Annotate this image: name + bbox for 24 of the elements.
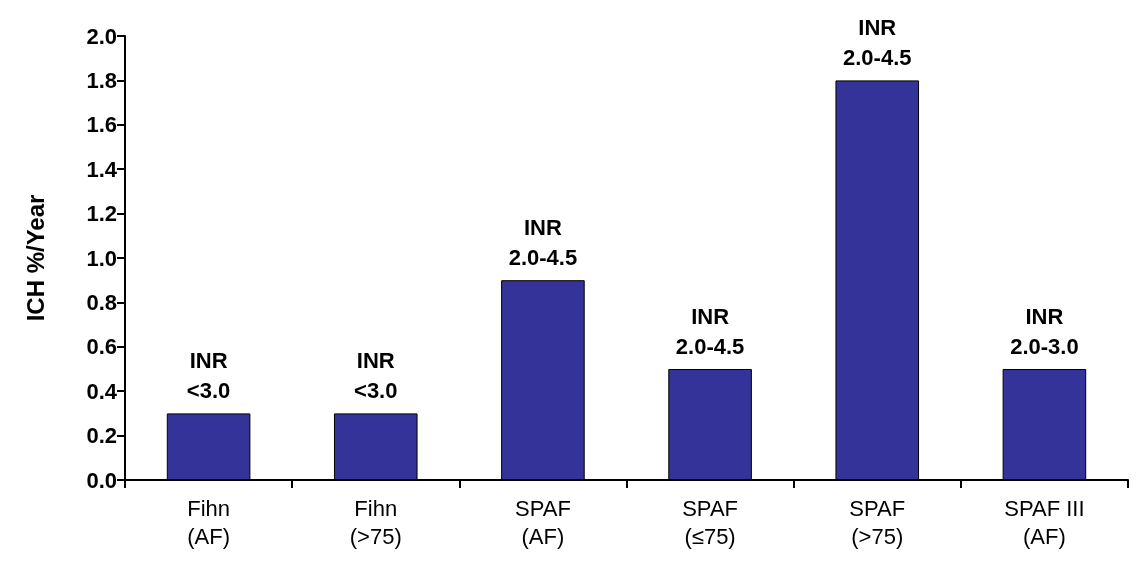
annotation: INR 2.0-3.0 <box>1010 303 1079 359</box>
annotation: INR <3.0 <box>186 347 231 403</box>
y-tick-label: 0.2 <box>86 423 117 449</box>
y-tick-label: 1.8 <box>86 67 117 93</box>
annotation: INR 2.0-4.5 <box>675 303 745 359</box>
y-axis-title: ICH %/Year <box>21 194 49 322</box>
y-tick-label: 1.6 <box>86 112 117 138</box>
y-tick-label: 0.0 <box>86 467 117 493</box>
y-tick-label: 1.0 <box>86 245 117 271</box>
x-tick-label: SPAF III (AF) <box>1004 495 1085 549</box>
annotation: INR <3.0 <box>354 347 398 403</box>
annotation: INR 2.0-4.5 <box>508 214 578 270</box>
x-tick-label: SPAF (AF) <box>515 495 571 549</box>
x-tick-label: Fihn (>75) <box>349 495 402 549</box>
y-tick-label: 1.4 <box>86 156 118 182</box>
x-tick-label: SPAF (≤75) <box>682 495 738 549</box>
y-tick-label: 1.2 <box>86 201 117 227</box>
x-tick-label: SPAF (>75) <box>849 495 906 549</box>
y-tick-label: 0.4 <box>86 378 118 404</box>
y-tick-label: 0.8 <box>86 289 117 315</box>
x-tick-label: Fihn (AF) <box>187 495 230 549</box>
y-tick-label: 2.0 <box>86 23 117 49</box>
y-tick-label: 0.6 <box>86 334 117 360</box>
annotation: INR 2.0-4.5 <box>843 14 912 70</box>
